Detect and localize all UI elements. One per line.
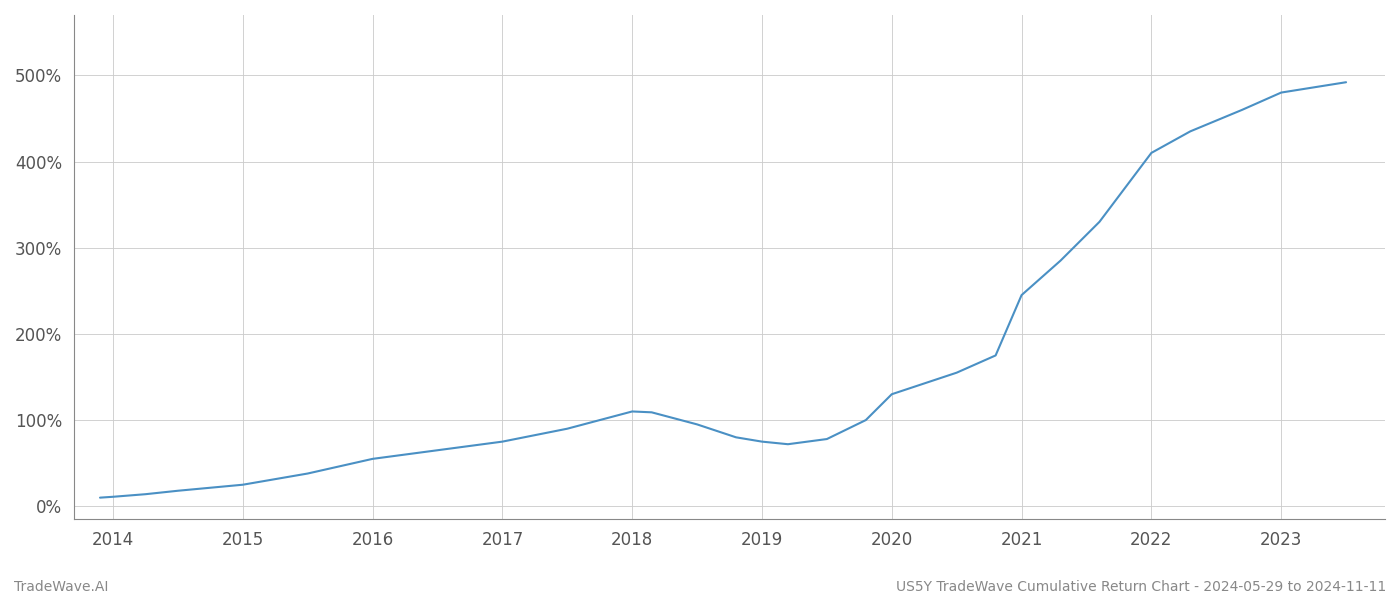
Text: US5Y TradeWave Cumulative Return Chart - 2024-05-29 to 2024-11-11: US5Y TradeWave Cumulative Return Chart -… [896,580,1386,594]
Text: TradeWave.AI: TradeWave.AI [14,580,108,594]
